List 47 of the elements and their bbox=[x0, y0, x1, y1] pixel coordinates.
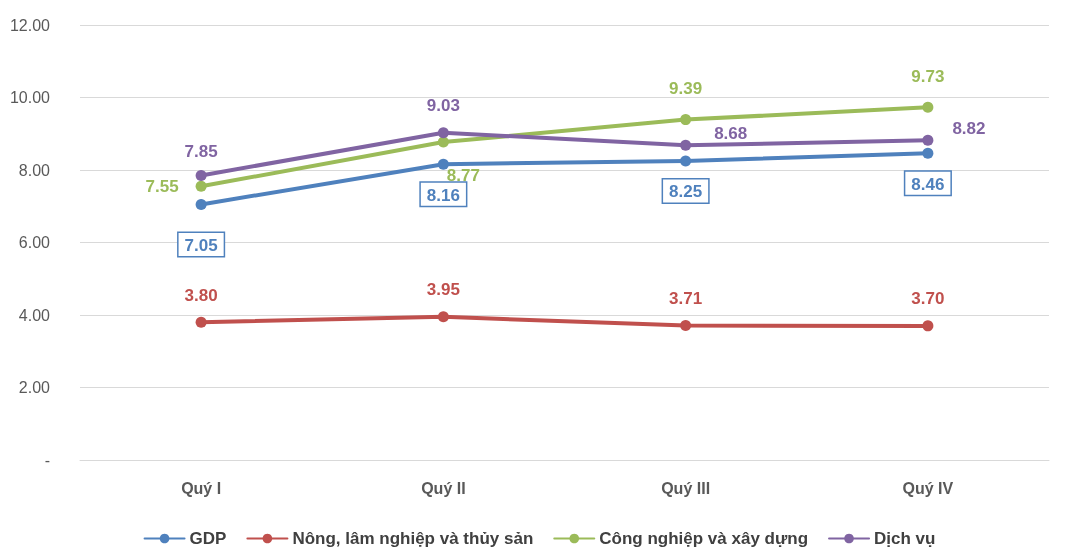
legend-label: GDP bbox=[189, 529, 227, 548]
data-label: 7.85 bbox=[184, 141, 218, 161]
point bbox=[437, 127, 449, 139]
point bbox=[922, 134, 934, 146]
legend-label: Nông, lâm nghiệp và thủy sản bbox=[292, 529, 534, 548]
data-label: 8.46 bbox=[911, 174, 945, 194]
point bbox=[680, 155, 692, 167]
data-label: 3.80 bbox=[184, 285, 218, 305]
data-label: 7.55 bbox=[145, 176, 179, 196]
data-label: 7.05 bbox=[184, 235, 218, 255]
y-tick-label: 8.00 bbox=[18, 161, 51, 179]
data-label: 8.68 bbox=[714, 123, 748, 143]
data-label: 8.16 bbox=[426, 185, 460, 205]
point bbox=[195, 180, 207, 192]
data-label: 3.95 bbox=[426, 280, 460, 300]
y-tick-label: 2.00 bbox=[18, 379, 51, 396]
point bbox=[195, 198, 207, 210]
point bbox=[195, 316, 207, 328]
data-label: 8.82 bbox=[952, 118, 986, 138]
y-tick-label: 10.00 bbox=[9, 89, 51, 106]
data-label: 9.39 bbox=[669, 79, 703, 99]
x-tick-label: Quý I bbox=[181, 479, 222, 497]
legend-label: Dịch vụ bbox=[874, 529, 936, 548]
y-tick-label: - bbox=[44, 451, 50, 469]
y-tick-label: 4.00 bbox=[18, 306, 51, 324]
point bbox=[922, 101, 934, 113]
point bbox=[437, 136, 449, 148]
x-tick-label: Quý III bbox=[661, 479, 711, 497]
data-label: 8.25 bbox=[669, 182, 703, 202]
point bbox=[437, 158, 449, 170]
point bbox=[437, 311, 449, 323]
point bbox=[922, 320, 934, 332]
point bbox=[922, 147, 934, 159]
y-tick-label: 12.00 bbox=[9, 16, 51, 34]
legend-label: Công nghiệp và xây dựng bbox=[599, 529, 809, 548]
point bbox=[195, 169, 207, 181]
point bbox=[680, 320, 692, 332]
data-label: 9.73 bbox=[911, 66, 945, 86]
x-tick-label: Quý IV bbox=[902, 479, 954, 497]
data-label: 3.71 bbox=[669, 289, 703, 309]
x-tick-label: Quý II bbox=[421, 479, 466, 497]
y-tick-label: 6.00 bbox=[18, 234, 51, 251]
data-label: 9.03 bbox=[426, 96, 460, 116]
point bbox=[680, 114, 692, 126]
data-label: 8.77 bbox=[446, 165, 480, 185]
data-label: 3.70 bbox=[911, 289, 945, 309]
point bbox=[680, 139, 692, 151]
